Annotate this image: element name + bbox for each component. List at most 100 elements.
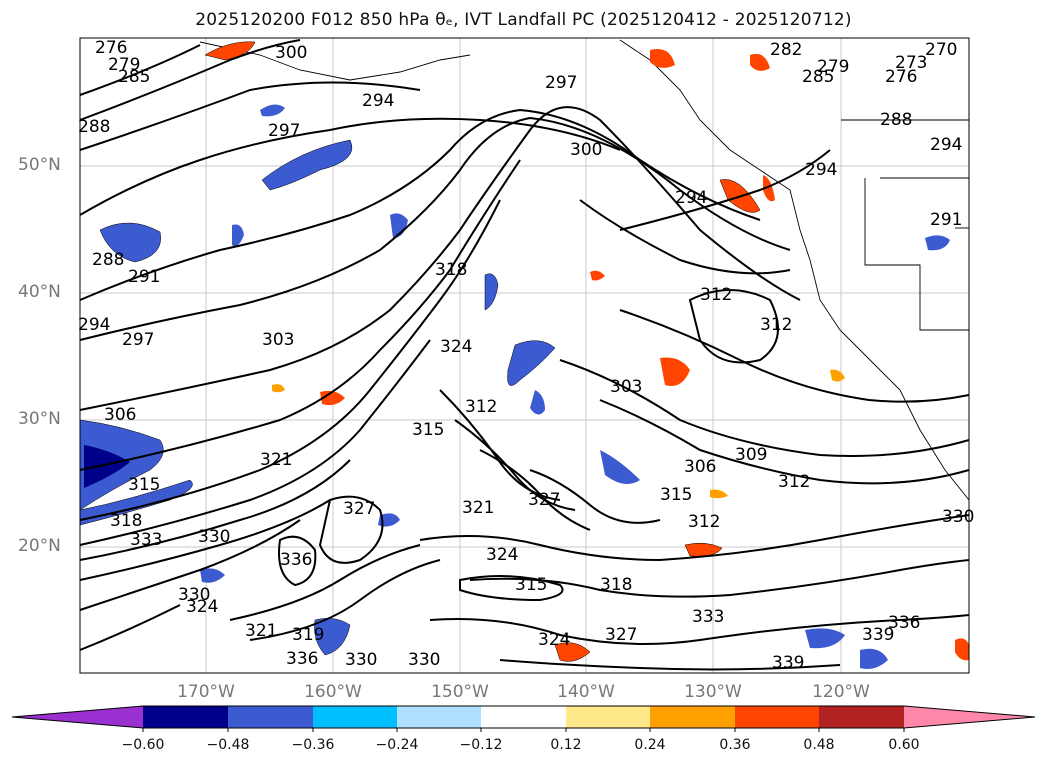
gridlines [80, 38, 969, 673]
contour-label: 339 [862, 625, 894, 645]
contour-label: 303 [262, 330, 294, 350]
contour-labels: 276 279 285 300 288 294 297 297 300 294 … [78, 38, 974, 673]
contour-label: 315 [515, 575, 547, 595]
contour-label: 285 [118, 67, 150, 87]
contour-label: 330 [408, 650, 440, 670]
contour-label: 324 [538, 630, 570, 650]
contour-label: 276 [95, 38, 127, 58]
colorbar-extend-left [12, 706, 143, 728]
contour-label: 336 [280, 550, 312, 570]
contour-label: 288 [880, 110, 912, 130]
colorbar-tick-label: 0.36 [719, 737, 751, 753]
colorbar-segment [650, 706, 735, 728]
contour-label: 333 [130, 530, 162, 550]
contour-label: 282 [770, 40, 802, 60]
contour-label: 321 [462, 498, 494, 518]
contour-label: 336 [888, 613, 920, 633]
lon-tick-label: 170°W [177, 682, 235, 702]
lon-tick-label: 120°W [812, 682, 870, 702]
contour-label: 321 [260, 450, 292, 470]
contour-label: 330 [198, 527, 230, 547]
contour-label: 339 [772, 653, 804, 673]
lon-tick-label: 140°W [557, 682, 615, 702]
contour-label: 276 [885, 67, 917, 87]
colorbar-segment [735, 706, 819, 728]
contour-label: 309 [735, 445, 767, 465]
colorbar-tick-label: −0.60 [121, 737, 165, 753]
contour-label: 318 [435, 260, 467, 280]
colorbar-extend-right [904, 706, 1035, 728]
coastlines [199, 39, 970, 501]
lat-tick-label: 40°N [18, 282, 61, 302]
colorbar-segment [313, 706, 397, 728]
colorbar-tick-label: 0.60 [888, 737, 920, 753]
colorbar-segment [397, 706, 481, 728]
contour-label: 300 [570, 140, 602, 160]
lat-tick-label: 50°N [18, 155, 61, 175]
contour-label: 324 [440, 337, 472, 357]
lon-tick-label: 160°W [304, 682, 362, 702]
contour-label: 306 [104, 405, 136, 425]
contour-label: 333 [692, 607, 724, 627]
contour-label: 297 [545, 73, 577, 93]
contour-label: 315 [128, 475, 160, 495]
contour-label: 324 [186, 597, 218, 617]
colorbar-segment [819, 706, 904, 728]
colorbar-tick-label: 0.12 [550, 737, 582, 753]
map-frame [79, 37, 970, 674]
contour-label: 297 [268, 121, 300, 141]
lat-tick-label: 30°N [18, 409, 61, 429]
contour-label: 291 [128, 267, 160, 287]
contour-label: 327 [605, 625, 637, 645]
contour-label: 297 [122, 330, 154, 350]
contour-label: 327 [528, 490, 560, 510]
colorbar-tick-label: −0.48 [206, 737, 250, 753]
contour-label: 327 [343, 499, 375, 519]
lat-tick-label: 20°N [18, 536, 61, 556]
contour-label: 294 [805, 160, 837, 180]
contour-label: 330 [942, 507, 974, 527]
contour-label: 330 [178, 585, 210, 605]
colorbar-segment [143, 706, 228, 728]
theta-e-contours [79, 39, 970, 671]
contour-label: 312 [688, 512, 720, 532]
colorbar-tick-label: 0.48 [803, 737, 835, 753]
contour-label: 303 [610, 377, 642, 397]
contour-label: 324 [486, 545, 518, 565]
colorbar-tick-label: 0.24 [634, 737, 666, 753]
contour-label: 312 [465, 397, 497, 417]
contour-label: 319 [292, 625, 324, 645]
contour-label: 294 [78, 315, 110, 335]
contour-label: 294 [362, 91, 394, 111]
contour-label: 312 [700, 285, 732, 305]
contour-label: 318 [110, 511, 142, 531]
contour-label: 321 [245, 621, 277, 641]
contour-label: 330 [345, 650, 377, 670]
colorbar-segment [481, 706, 566, 728]
lon-tick-label: 150°W [431, 682, 489, 702]
lon-tick-label: 130°W [684, 682, 742, 702]
contour-label: 315 [412, 420, 444, 440]
contour-label: 285 [802, 67, 834, 87]
contour-label: 294 [675, 188, 707, 208]
contour-label: 273 [895, 53, 927, 73]
chart-title: 2025120200 F012 850 hPa θₑ, IVT Landfall… [195, 10, 852, 30]
contour-label: 279 [817, 57, 849, 77]
colorbar-tick-label: −0.36 [291, 737, 335, 753]
contour-label: 288 [78, 117, 110, 137]
colorbar-tick-label: −0.24 [375, 737, 419, 753]
contour-label: 336 [286, 649, 318, 669]
colorbar-segment [228, 706, 313, 728]
contour-label: 306 [684, 457, 716, 477]
colorbar-segment [566, 706, 650, 728]
contour-label: 288 [92, 250, 124, 270]
colorbar-tick-label: −0.12 [459, 737, 503, 753]
contour-label: 312 [760, 315, 792, 335]
contour-label: 279 [108, 55, 140, 75]
contour-label: 294 [930, 135, 962, 155]
contour-label: 312 [778, 472, 810, 492]
contour-label: 291 [930, 210, 962, 230]
contour-label: 318 [600, 575, 632, 595]
